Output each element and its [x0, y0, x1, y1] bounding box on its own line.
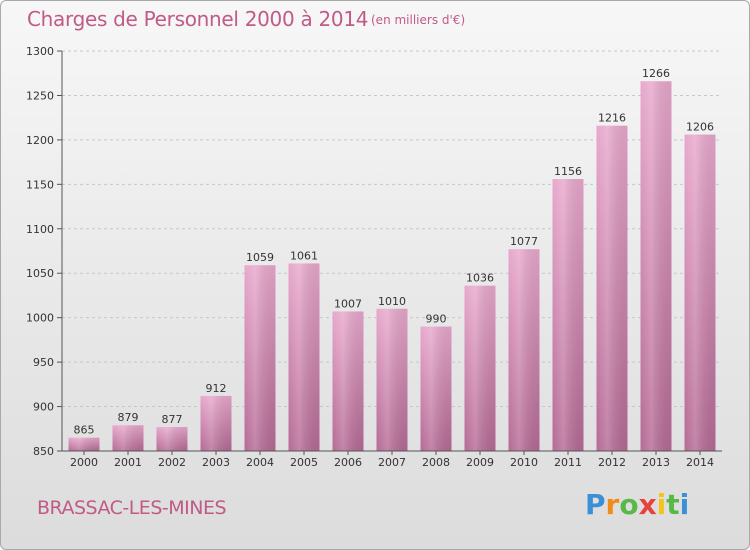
data-label: 1036 — [466, 272, 494, 285]
bar-shine — [200, 395, 232, 451]
x-tick-label: 2012 — [598, 456, 626, 469]
bar-shine — [464, 285, 496, 451]
bar-shine — [596, 125, 628, 452]
x-tick-label: 2007 — [378, 456, 406, 469]
y-tick-label: 1250 — [26, 89, 54, 102]
y-tick-label: 850 — [33, 445, 54, 458]
proxiti-logo: Proxiti — [585, 488, 689, 521]
commune-name: BRASSAC-LES-MINES — [37, 497, 227, 519]
data-label: 1266 — [642, 67, 670, 80]
data-label: 1206 — [686, 121, 714, 134]
bar-shine — [68, 437, 100, 451]
logo-letter: o — [619, 488, 639, 521]
data-label: 1077 — [510, 235, 538, 248]
x-tick-label: 2006 — [334, 456, 362, 469]
data-label: 1156 — [554, 165, 582, 178]
y-tick-label: 1000 — [26, 312, 54, 325]
y-tick-label: 1150 — [26, 178, 54, 191]
bar-shine — [552, 179, 584, 451]
y-tick-label: 1300 — [26, 45, 54, 58]
x-tick-label: 2014 — [686, 456, 714, 469]
x-tick-label: 2002 — [158, 456, 186, 469]
data-label: 879 — [118, 411, 139, 424]
logo-letter: i — [679, 488, 690, 521]
chart-subtitle: (en milliers d'€) — [371, 13, 466, 27]
logo-letter: i — [656, 488, 667, 521]
y-tick-label: 1050 — [26, 267, 54, 280]
x-tick-label: 2005 — [290, 456, 318, 469]
x-tick-label: 2010 — [510, 456, 538, 469]
y-tick-label: 950 — [33, 356, 54, 369]
y-tick-label: 1100 — [26, 223, 54, 236]
bar-shine — [376, 308, 408, 451]
x-tick-label: 2008 — [422, 456, 450, 469]
logo-letter: r — [605, 488, 620, 521]
data-label: 1007 — [334, 297, 362, 310]
data-label: 912 — [206, 382, 227, 395]
logo-letter: P — [585, 488, 606, 521]
bar-shine — [684, 134, 716, 452]
x-tick-label: 2001 — [114, 456, 142, 469]
data-label: 1216 — [598, 112, 626, 125]
x-tick-label: 2003 — [202, 456, 230, 469]
x-tick-label: 2004 — [246, 456, 274, 469]
bar-shine — [156, 427, 188, 451]
data-label: 877 — [162, 413, 183, 426]
logo-letter: t — [666, 488, 680, 521]
data-label: 865 — [74, 424, 95, 437]
x-tick-label: 2000 — [70, 456, 98, 469]
bar-shine — [288, 263, 320, 451]
bar-shine — [420, 326, 452, 451]
data-label: 1010 — [378, 295, 406, 308]
data-label: 1061 — [290, 249, 318, 262]
x-tick-label: 2011 — [554, 456, 582, 469]
bar-shine — [332, 311, 364, 451]
bar-shine — [508, 249, 540, 451]
chart-title: Charges de Personnel 2000 à 2014 — [27, 7, 369, 31]
x-tick-label: 2009 — [466, 456, 494, 469]
y-tick-label: 1200 — [26, 134, 54, 147]
bar-shine — [244, 265, 276, 451]
data-label: 1059 — [246, 251, 274, 264]
data-label: 990 — [426, 313, 447, 326]
bar-shine — [112, 425, 144, 451]
logo-letter: x — [638, 488, 657, 521]
bar-shine — [640, 81, 672, 451]
x-tick-label: 2013 — [642, 456, 670, 469]
y-tick-label: 900 — [33, 401, 54, 414]
